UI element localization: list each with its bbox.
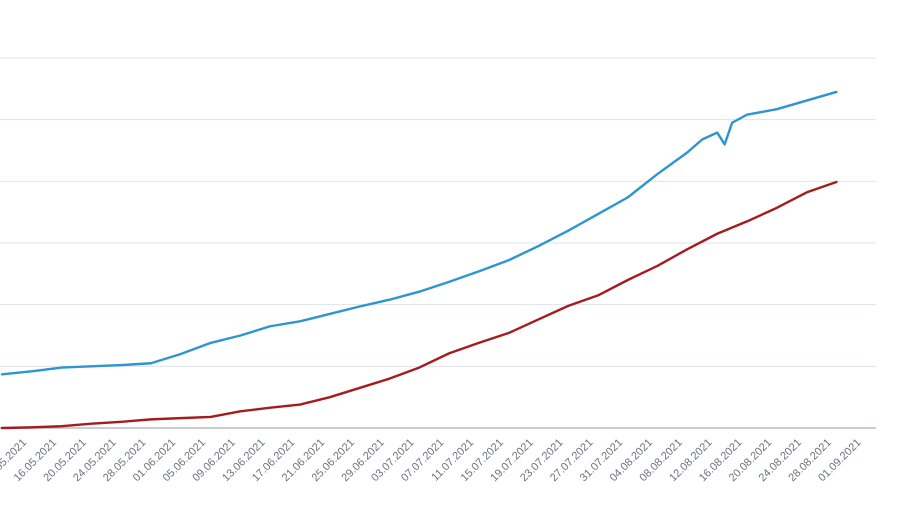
grid-layer <box>0 57 876 429</box>
series-layer <box>0 90 838 430</box>
series-line-1 <box>0 90 838 376</box>
series-line-2 <box>0 180 838 430</box>
x-axis: 12.05.202116.05.202120.05.202124.05.2021… <box>0 437 864 484</box>
